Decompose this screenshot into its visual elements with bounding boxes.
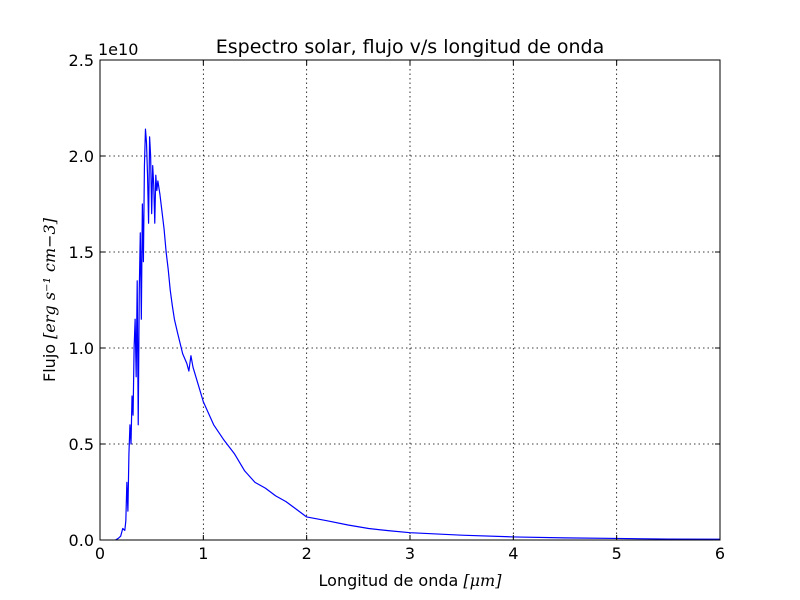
y-tick-label: 0.5	[69, 435, 94, 454]
x-tick-label: 2	[302, 544, 312, 563]
x-axis-unit: [μm]	[463, 571, 502, 590]
chart-title: Espectro solar, flujo v/s longitud de on…	[216, 36, 605, 58]
y-tick-label: 1.0	[69, 339, 94, 358]
x-axis-title: Longitud de onda [μm]	[319, 571, 503, 590]
y-tick-label: 2.5	[69, 51, 94, 70]
series-line	[115, 128, 721, 541]
y-axis-unit: [erg s⁻¹ cm−3]	[40, 217, 59, 339]
y-tick-label: 1.5	[69, 243, 94, 262]
x-tick-label: 3	[405, 544, 415, 563]
x-tick-label: 5	[612, 544, 622, 563]
y-axis-title: Flujo [erg s⁻¹ cm−3]	[40, 217, 59, 382]
y-tick-label: 0.0	[69, 531, 94, 550]
y-offset-text: 1e10	[98, 40, 138, 59]
x-tick-label: 6	[715, 544, 725, 563]
x-tick-label: 4	[508, 544, 518, 563]
axis-ticks: 0 1 2 3 4 5 6 0.0 0.5 1.0 1.5 2.0 2.5	[69, 51, 726, 563]
grid	[99, 59, 721, 541]
y-tick-label: 2.0	[69, 147, 94, 166]
x-axis-label: Longitud de onda	[319, 571, 459, 590]
y-axis-label: Flujo	[40, 344, 59, 382]
x-tick-label: 0	[95, 544, 105, 563]
x-tick-label: 1	[198, 544, 208, 563]
